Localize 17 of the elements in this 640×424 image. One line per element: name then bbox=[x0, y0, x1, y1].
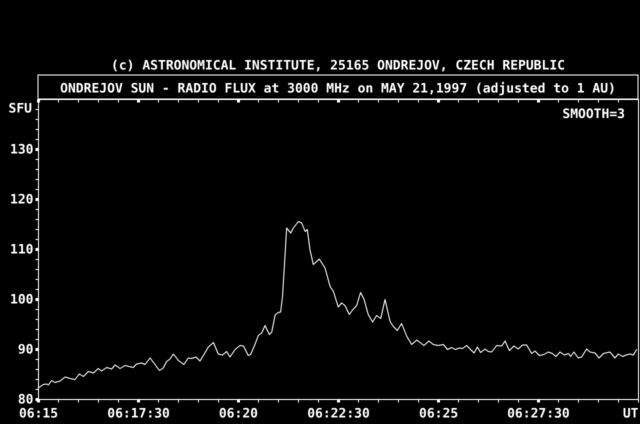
y-tick-label: 90 bbox=[18, 342, 34, 358]
x-tick-label: 06:22:30 bbox=[307, 406, 370, 422]
x-tick-label: 06:27:30 bbox=[507, 406, 570, 422]
y-tick-label: 130 bbox=[10, 142, 34, 158]
x-tick-label: 06:17:30 bbox=[107, 406, 170, 422]
y-tick-label: 120 bbox=[10, 192, 34, 208]
x-tick-label: 06:20 bbox=[218, 406, 258, 422]
x-axis-title: UT bbox=[622, 406, 639, 422]
x-tick-label: 06:15 bbox=[18, 406, 58, 422]
x-tick-label: 06:25 bbox=[419, 406, 458, 422]
chart-title: (c) ASTRONOMICAL INSTITUTE, 25165 ONDREJOV, CZECH REPUBLIC bbox=[111, 58, 565, 74]
y-tick-label: 80 bbox=[18, 392, 34, 408]
y-tick-label: 100 bbox=[10, 292, 34, 308]
y-tick-label: 110 bbox=[10, 242, 34, 258]
y-axis-title: SFU bbox=[8, 102, 32, 116]
annotation: SMOOTH=3 bbox=[562, 107, 625, 122]
chart-subtitle: ONDREJOV SUN - RADIO FLUX at 3000 MHz on MAY 21,1997 (adjusted to 1 AU) bbox=[60, 82, 616, 96]
